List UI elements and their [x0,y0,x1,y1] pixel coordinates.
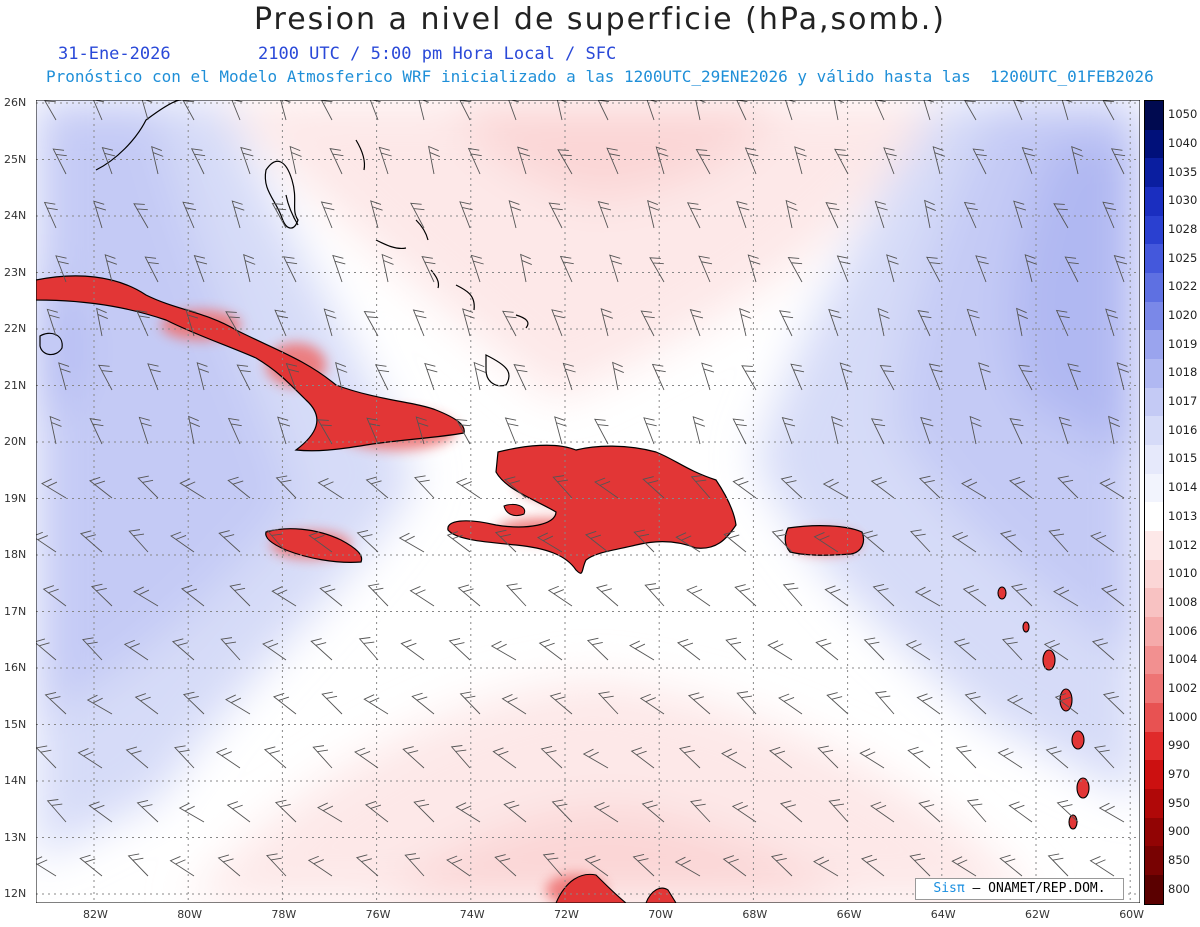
colorbar-level: 1019 [1168,336,1198,351]
colorbar-level: 1022 [1168,279,1198,294]
colorbar-swatch [1145,531,1163,560]
colorbar-swatch [1145,731,1163,761]
lon-label: 82W [83,908,108,921]
colorbar-swatch [1145,215,1163,245]
lon-label: 74W [459,908,485,921]
colorbar-level: 1016 [1168,422,1198,437]
colorbar-swatch [1145,158,1163,188]
lon-label: 80W [177,908,203,921]
lat-label: 13N [4,830,27,844]
colorbar-level: 800 [1168,881,1190,896]
lon-label: 70W [648,908,674,921]
colorbar-level: 1013 [1168,508,1198,523]
colorbar-swatch [1145,129,1163,159]
colorbar-level: 970 [1168,766,1190,781]
cuba-land [36,275,465,452]
lon-label: 64W [930,908,956,921]
lat-label: 20N [4,435,27,448]
lat-label: 23N [4,265,27,279]
credit-box: Sisπ – ONAMET/REP.DOM. [915,878,1124,900]
colorbar-level: 1000 [1168,709,1198,724]
lat-label: 22N [4,322,27,335]
lat-label: 16N [4,661,27,674]
colorbar-level: 1012 [1168,537,1198,552]
colorbar-level: 1015 [1168,451,1198,466]
lat-label: 19N [4,491,27,505]
lon-label: 66W [836,908,862,921]
colorbar-swatch [1145,703,1163,732]
colorbar-level: 1050 [1168,107,1198,122]
colorbar-level: 1002 [1168,680,1198,695]
forecast-time: 2100 UTC / 5:00 pm Hora Local / SFC [258,44,617,64]
map-grid [36,100,1140,903]
lon-label: 60W [1119,908,1145,921]
colorbar-swatch [1145,187,1163,216]
colorbar-swatch [1145,330,1163,360]
lat-label: 21N [4,378,27,392]
pressure-map [36,100,1140,903]
colorbar-swatch [1145,416,1163,446]
colorbar-swatch [1145,588,1163,618]
lat-label: 15N [4,717,27,731]
colorbar-level: 1004 [1168,652,1198,667]
lat-label: 14N [4,774,27,787]
colorbar-swatch [1145,846,1163,876]
pressure-colorbar [1144,100,1164,905]
lat-label: 12N [4,887,27,900]
colorbar-swatch [1145,559,1163,589]
lat-label: 26N [4,96,27,109]
lon-label: 68W [742,908,768,921]
forecast-date: 31-Ene-2026 [58,44,171,64]
colorbar-level: 1040 [1168,136,1198,151]
credit-text: – ONAMET/REP.DOM. [964,881,1106,896]
model-info: Pronóstico con el Modelo Atmosferico WRF… [46,67,1154,86]
sispi-logo: Sisπ [933,881,965,896]
colorbar-level: 1035 [1168,164,1198,179]
colorbar-swatch [1145,817,1163,847]
colorbar-swatch [1145,502,1163,532]
wind-barbs [36,100,1130,877]
colorbar-swatch [1145,674,1163,704]
lon-label: 78W [271,908,297,921]
colorbar-level: 1030 [1168,193,1198,208]
colorbar-swatch [1145,789,1163,818]
colorbar-swatch [1145,387,1163,417]
lon-label: 76W [365,908,391,921]
lon-label: 62W [1025,908,1050,921]
lat-label: 24N [4,209,27,222]
colorbar-swatch [1145,875,1163,904]
colorbar-level: 1014 [1168,480,1198,495]
colorbar-level: 1025 [1168,250,1198,265]
colorbar-level: 1008 [1168,594,1198,609]
lat-label: 18N [4,548,27,561]
colorbar-level: 1018 [1168,365,1198,380]
hispaniola-land [447,444,737,574]
colorbar-swatch [1145,445,1163,474]
page-title: Presion a nivel de superficie (hPa,somb.… [253,2,947,37]
colorbar-level: 1006 [1168,623,1198,638]
colorbar-level: 850 [1168,852,1190,867]
lesser-antilles-islands [997,586,1090,830]
lon-label: 72W [554,908,579,921]
colorbar-swatch [1145,101,1163,130]
colorbar-level: 990 [1168,738,1190,753]
lat-label: 17N [4,604,27,618]
colorbar-level: 900 [1168,824,1190,839]
colorbar-swatch [1145,273,1163,302]
colorbar-swatch [1145,359,1163,388]
colorbar-level: 950 [1168,795,1190,810]
lat-label: 25N [4,152,27,166]
colorbar-level: 1020 [1168,308,1198,323]
colorbar-swatch [1145,617,1163,646]
colorbar-swatch [1145,760,1163,790]
jamaica-land [265,528,363,563]
colorbar-swatch [1145,473,1163,503]
colorbar-level: 1010 [1168,566,1198,581]
colorbar-level: 1028 [1168,222,1198,237]
colorbar-swatch [1145,301,1163,331]
colorbar-level: 1017 [1168,394,1198,409]
puerto-rico-land [784,525,865,556]
colorbar-swatch [1145,244,1163,274]
colorbar-swatch [1145,645,1163,675]
